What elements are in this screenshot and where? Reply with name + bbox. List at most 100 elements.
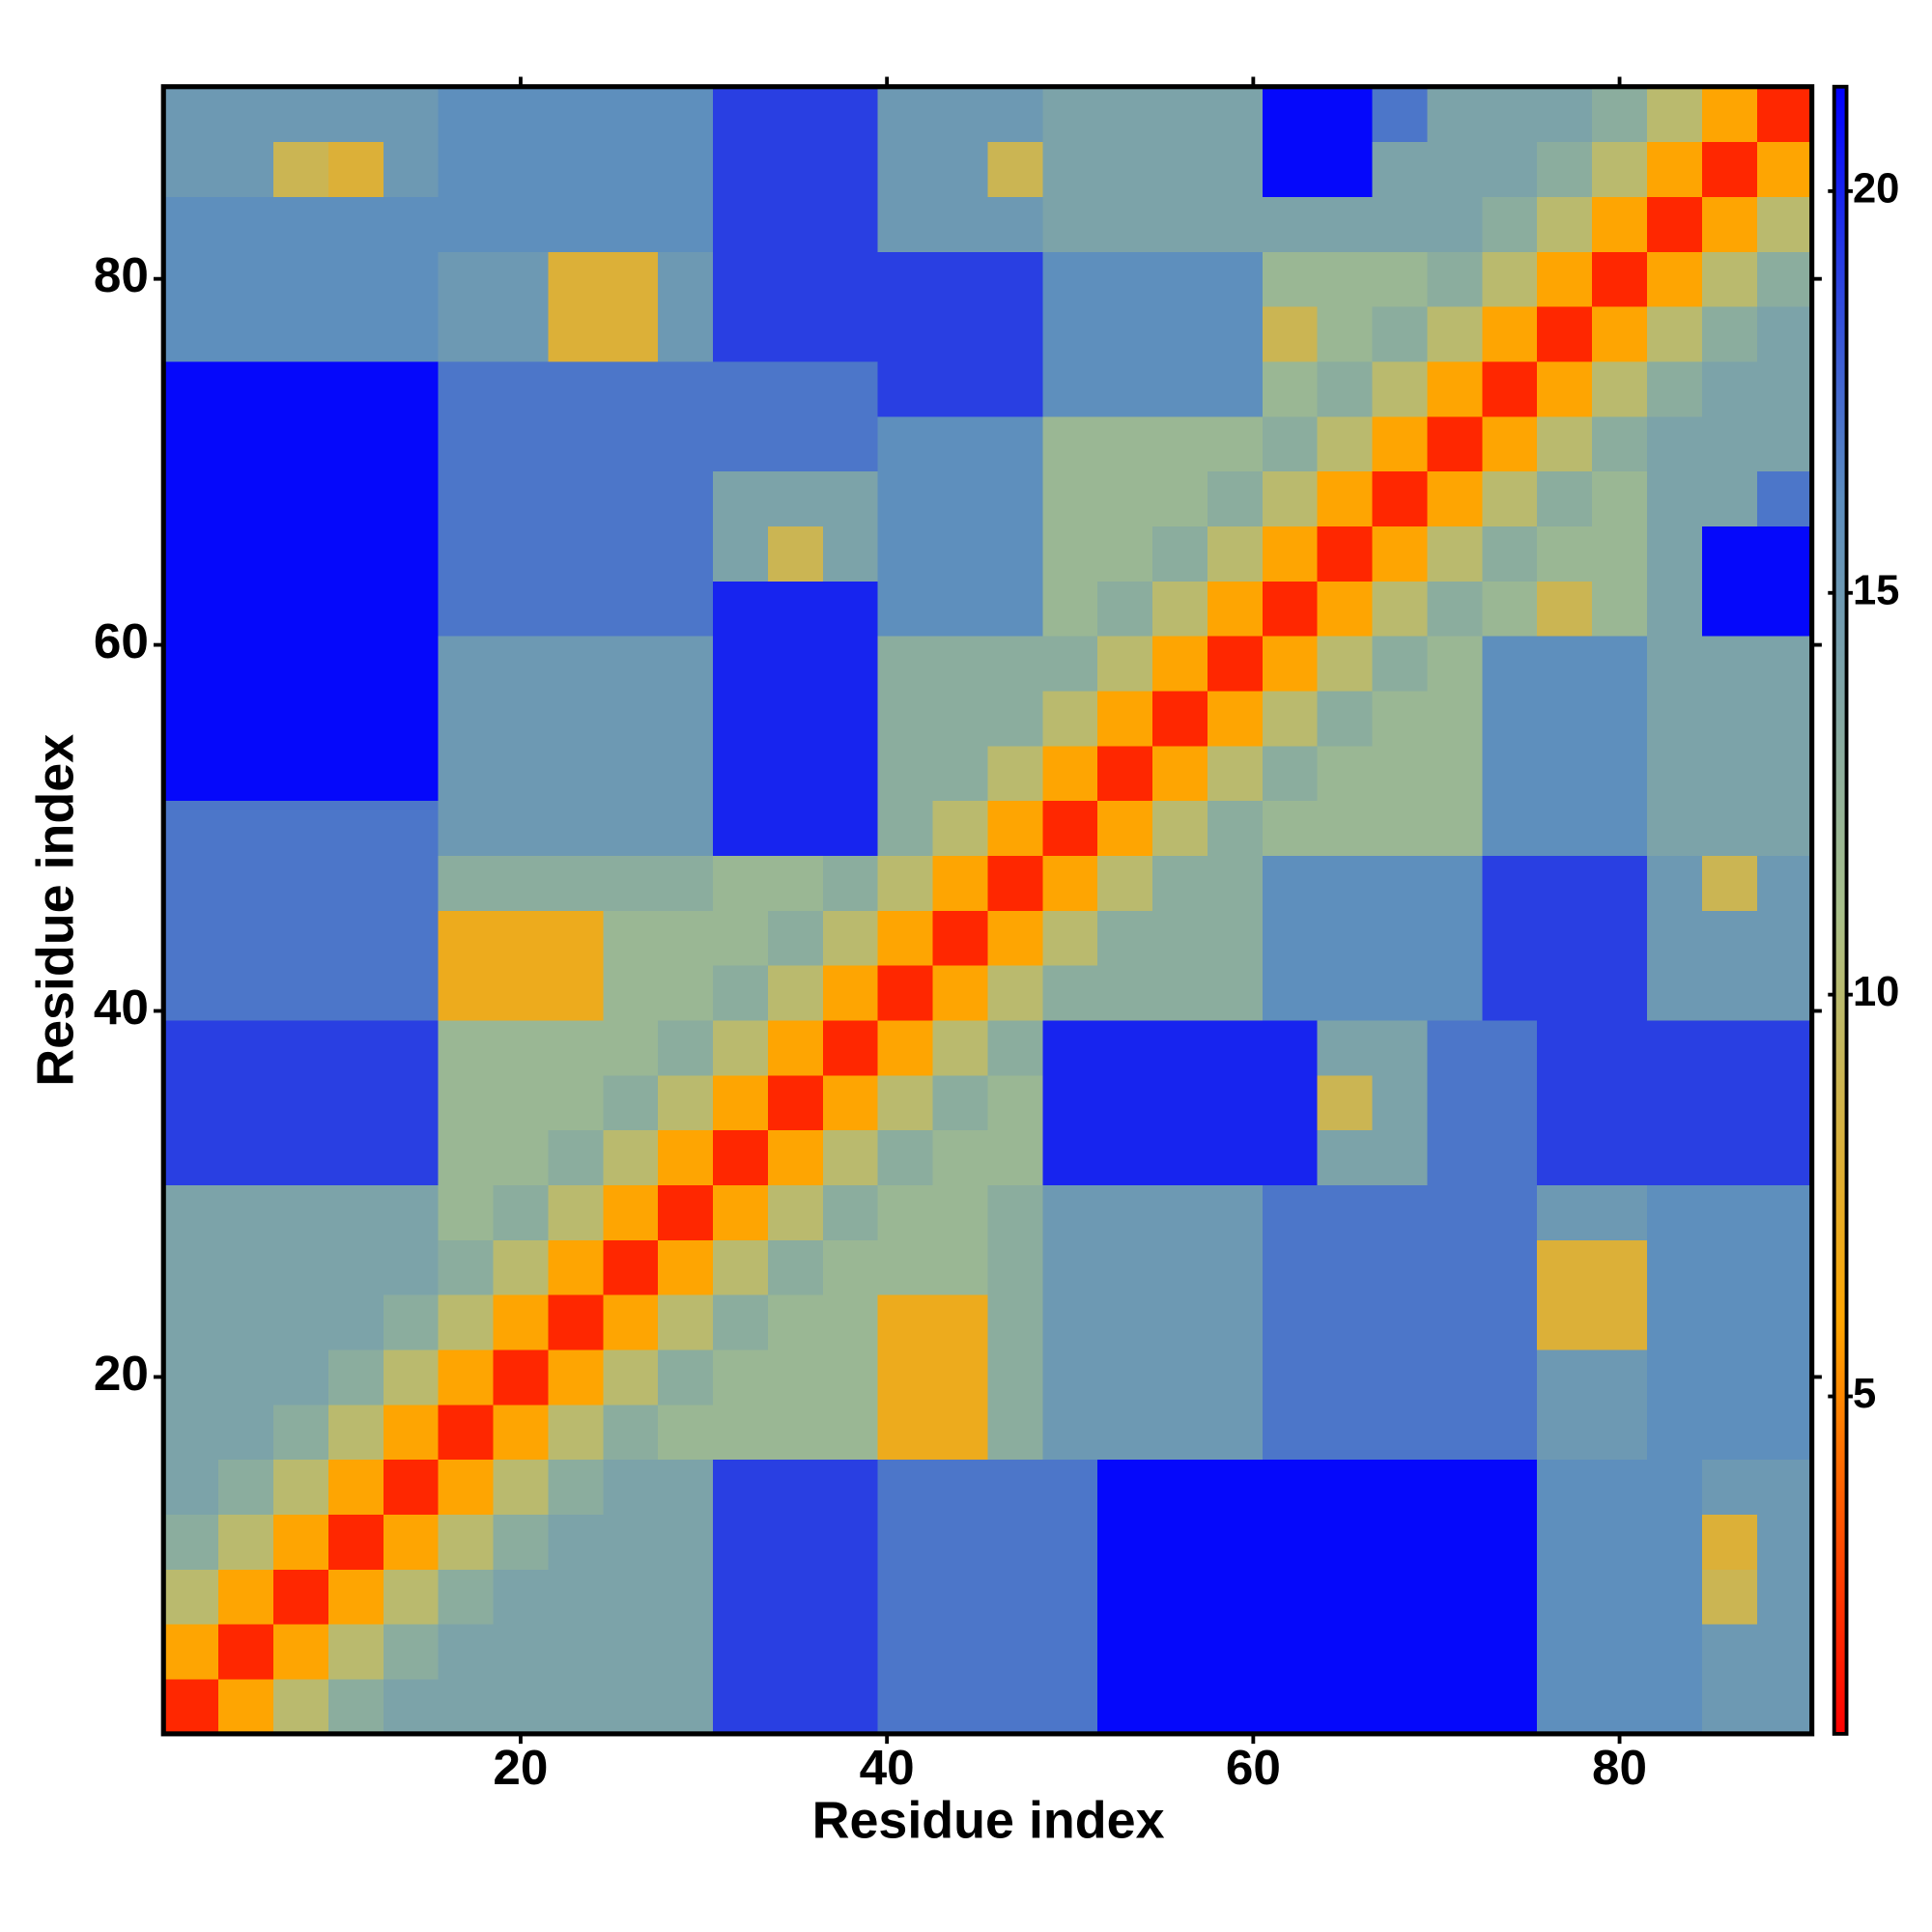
heatmap-cell (163, 306, 219, 362)
heatmap-cell (1152, 306, 1208, 362)
colorbar-tick-label: 10 (1853, 969, 1899, 1015)
heatmap-cell (218, 636, 274, 692)
heatmap-cell (218, 251, 274, 307)
heatmap-cell (1537, 1679, 1593, 1735)
heatmap-cell (1372, 800, 1428, 856)
heatmap-cell (1097, 745, 1153, 802)
heatmap-cell (1647, 1679, 1703, 1735)
heatmap-cell (493, 800, 549, 856)
heatmap-cell (1482, 86, 1538, 143)
heatmap-cell (272, 360, 329, 417)
heatmap-cell (987, 1459, 1043, 1516)
heatmap-cell (1756, 1679, 1813, 1735)
heatmap-cell (767, 636, 824, 692)
heatmap-cell (1042, 251, 1098, 307)
heatmap-cell (493, 251, 549, 307)
heatmap-cell (713, 1514, 769, 1570)
heatmap-cell (327, 306, 384, 362)
heatmap-cell (383, 690, 440, 747)
heatmap-cell (1647, 745, 1703, 802)
heatmap-cell (493, 1350, 549, 1406)
heatmap-cell (1592, 526, 1648, 582)
heatmap-cell (163, 800, 219, 856)
heatmap-cell (1152, 196, 1208, 252)
heatmap-cell (1317, 360, 1374, 417)
heatmap-cell (1317, 581, 1374, 637)
heatmap-cell (1262, 745, 1319, 802)
heatmap-cell (1317, 1239, 1374, 1295)
heatmap-cell (548, 306, 604, 362)
heatmap-cell (1482, 910, 1538, 966)
heatmap-cell (493, 1569, 549, 1625)
heatmap-cell (603, 965, 659, 1021)
heatmap-cell (1372, 1129, 1428, 1186)
heatmap-cell (163, 1459, 219, 1516)
heatmap-cell (1042, 526, 1098, 582)
heatmap-cell (272, 581, 329, 637)
heatmap-cell (1097, 581, 1153, 637)
heatmap-cell (1756, 1459, 1813, 1516)
heatmap-cell (548, 1404, 604, 1461)
heatmap-cell (1592, 910, 1648, 966)
heatmap-cell (1592, 306, 1648, 362)
heatmap-cell (1207, 1074, 1264, 1131)
heatmap-cell (822, 86, 879, 143)
heatmap-cell (218, 745, 274, 802)
heatmap-cell (383, 800, 440, 856)
heatmap-cells (163, 86, 1813, 1735)
heatmap-cell (1701, 526, 1758, 582)
heatmap-cell (1262, 1019, 1319, 1076)
heatmap-cell (1262, 1569, 1319, 1625)
heatmap-cell (1756, 470, 1813, 526)
heatmap-cell (1647, 690, 1703, 747)
heatmap-cell (1372, 581, 1428, 637)
heatmap-cell (1482, 965, 1538, 1021)
heatmap-cell (1317, 141, 1374, 197)
heatmap-cell (1482, 855, 1538, 911)
heatmap-cell (1317, 1074, 1374, 1131)
heatmap-cell (1592, 855, 1648, 911)
heatmap-cell (1756, 86, 1813, 143)
heatmap-cell (1317, 965, 1374, 1021)
heatmap-cell (383, 1074, 440, 1131)
heatmap-cell (1152, 526, 1208, 582)
heatmap-cell (1042, 910, 1098, 966)
heatmap-cell (163, 1074, 219, 1131)
heatmap-cell (713, 745, 769, 802)
heatmap-cell (272, 1569, 329, 1625)
heatmap-cell (1152, 1294, 1208, 1350)
heatmap-cell (987, 141, 1043, 197)
heatmap-cell (1152, 965, 1208, 1021)
heatmap-cell (163, 1239, 219, 1295)
heatmap-cell (1427, 1184, 1483, 1240)
heatmap-cell (1207, 470, 1264, 526)
heatmap-cell (548, 581, 604, 637)
heatmap-cell (822, 855, 879, 911)
heatmap-cell (327, 1294, 384, 1350)
heatmap-cell (1372, 1239, 1428, 1295)
heatmap-cell (272, 1679, 329, 1735)
heatmap-cell (1701, 415, 1758, 472)
heatmap-cell (1592, 1074, 1648, 1131)
heatmap-cell (822, 306, 879, 362)
heatmap-cell (1317, 196, 1374, 252)
heatmap-cell (1097, 855, 1153, 911)
heatmap-cell (1042, 800, 1098, 856)
heatmap-cell (1592, 1514, 1648, 1570)
heatmap-cell (493, 1074, 549, 1131)
heatmap-cell (877, 470, 934, 526)
heatmap-cell (932, 581, 988, 637)
heatmap-cell (493, 196, 549, 252)
heatmap-cell (163, 1514, 219, 1570)
heatmap-cell (1372, 1184, 1428, 1240)
heatmap-cell (987, 1294, 1043, 1350)
heatmap-cell (1042, 1514, 1098, 1570)
heatmap-cell (1152, 251, 1208, 307)
heatmap-cell (1207, 1569, 1264, 1625)
heatmap-cell (987, 360, 1043, 417)
heatmap-cell (1207, 1350, 1264, 1406)
heatmap-cell (767, 1514, 824, 1570)
heatmap-cell (1042, 581, 1098, 637)
heatmap-cell (218, 141, 274, 197)
heatmap-cell (1317, 1404, 1374, 1461)
